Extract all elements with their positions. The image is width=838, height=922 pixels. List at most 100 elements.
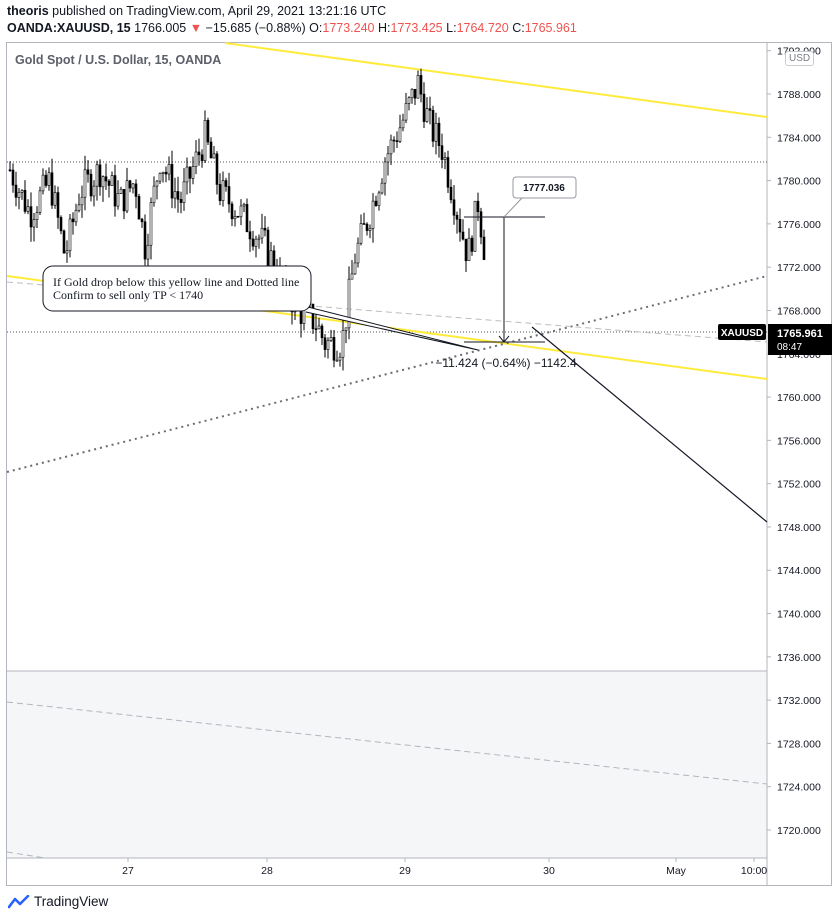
candle-body: [431, 110, 435, 142]
candle-body: [392, 139, 396, 142]
price-tag-value: 1765.961: [777, 328, 823, 340]
candle-body: [194, 151, 198, 167]
candle-body: [251, 238, 255, 247]
candlestick-series: [8, 68, 486, 371]
candle-body: [155, 180, 159, 187]
lower-pane-dashed-line-2: [6, 851, 46, 859]
candle-body: [65, 250, 69, 254]
price-tag-countdown: 08:47: [777, 342, 802, 353]
candle-body: [140, 218, 144, 223]
price-axis[interactable]: 1792.0001788.0001784.0001780.0001776.000…: [767, 46, 821, 837]
candle-body: [218, 184, 222, 201]
tradingview-logo-icon: [8, 894, 30, 908]
symbol-tag-text: XAUUSD: [721, 328, 763, 339]
candle-body: [383, 161, 387, 184]
time-tick-label: 30: [543, 865, 555, 877]
candle-body: [395, 140, 399, 142]
candle-body: [377, 192, 381, 206]
price-callout-box[interactable]: [512, 176, 577, 199]
candle-body: [110, 175, 114, 186]
candle-body: [428, 108, 432, 111]
candle-body: [374, 200, 378, 206]
price-tick-label: 1732.000: [777, 695, 821, 707]
candle-body: [356, 242, 360, 264]
candle-body: [236, 215, 240, 218]
candle-body: [137, 196, 141, 220]
close-label: C:: [512, 21, 525, 35]
candle-body: [470, 237, 474, 252]
candle-body: [407, 97, 411, 104]
candle-body: [80, 196, 84, 206]
candle-body: [335, 359, 339, 362]
price-tag: [768, 324, 832, 355]
low-value: 1764.720: [456, 21, 509, 35]
candle-body: [143, 221, 147, 260]
candle-body: [437, 122, 441, 146]
candle-body: [86, 169, 90, 175]
candle-body: [260, 227, 264, 239]
candle-body: [329, 337, 333, 341]
candle-body: [413, 88, 417, 99]
candle-body: [371, 200, 375, 229]
candle-body: [26, 206, 30, 212]
candle-body: [419, 75, 423, 95]
candle-body: [254, 238, 258, 247]
candle-body: [35, 212, 39, 220]
symbol-tag: [718, 324, 766, 340]
price-tick-label: 1772.000: [777, 262, 821, 274]
candle-body: [77, 204, 81, 211]
candle-body: [17, 192, 21, 198]
lower-pane-dashed-line: [6, 701, 768, 785]
candle-body: [479, 211, 483, 238]
author-name[interactable]: theoris: [7, 4, 49, 18]
candle-body: [233, 215, 237, 220]
candle-body: [161, 171, 165, 174]
price-tick-label: 1744.000: [777, 565, 821, 577]
candle-body: [149, 202, 153, 246]
candle-body: [32, 219, 36, 228]
candle-body: [71, 218, 75, 223]
candle-body: [350, 273, 354, 280]
candle-body: [449, 186, 453, 201]
range-label: −11.424 (−0.64%) −1142.4: [435, 356, 577, 370]
candle-body: [473, 200, 477, 252]
series-legend[interactable]: Gold Spot / U.S. Dollar, 15, OANDA: [15, 53, 222, 67]
candle-body: [365, 223, 369, 231]
candle-body: [347, 278, 351, 329]
candle-body: [245, 204, 249, 233]
price-tick-label: 1752.000: [777, 479, 821, 491]
callout-pointer: [503, 197, 523, 218]
candle-body: [176, 191, 180, 200]
candle-body: [434, 122, 438, 142]
candle-body: [215, 153, 219, 185]
price-tick-label: 1768.000: [777, 305, 821, 317]
candle-body: [89, 173, 93, 197]
price-tick-label: 1720.000: [777, 825, 821, 837]
candle-body: [221, 180, 225, 201]
time-axis[interactable]: 27 28 29 30 May 10:00: [122, 858, 767, 877]
candle-body: [122, 189, 126, 212]
candle-body: [476, 200, 480, 213]
footer-brand[interactable]: TradingView: [8, 894, 108, 909]
candle-body: [311, 303, 315, 330]
candle-body: [353, 262, 357, 275]
candle-body: [452, 199, 456, 216]
candle-body: [380, 182, 384, 194]
price-tick-label: 1780.000: [777, 176, 821, 188]
currency-button[interactable]: USD: [785, 51, 815, 66]
candle-body: [440, 145, 444, 160]
candle-body: [125, 180, 129, 212]
candle-body: [323, 337, 327, 350]
note-box[interactable]: [42, 265, 312, 312]
candle-body: [425, 108, 429, 122]
candle-body: [158, 173, 162, 182]
candle-body: [107, 180, 111, 186]
candle-body: [191, 166, 195, 179]
grey-dashed-line: [6, 281, 768, 343]
candle-body: [263, 227, 267, 231]
symbol-name: OANDA:XAUUSD, 15: [7, 21, 131, 35]
candle-body: [113, 175, 117, 207]
candle-body: [230, 203, 234, 220]
open-label: O:: [309, 21, 323, 35]
